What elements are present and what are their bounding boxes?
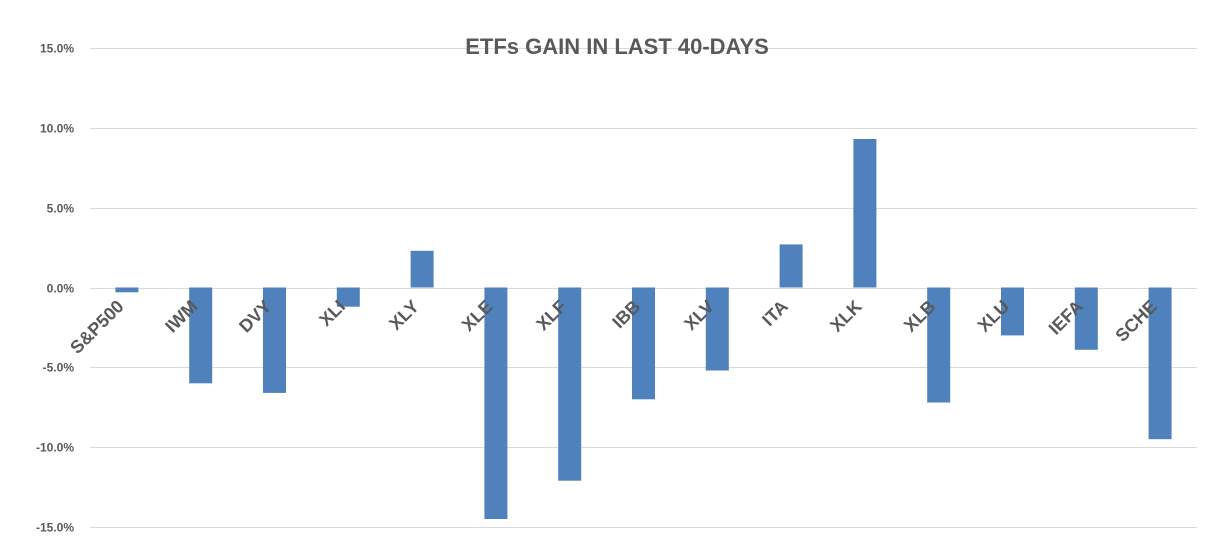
- bar-xlb: [927, 287, 951, 403]
- x-axis-category-labels: S&P500 IWM DVY XLI XLY XLE XLF IBB XLV ITA XLK XLB X…: [66, 296, 1161, 358]
- bar-xlv: [705, 287, 729, 371]
- bar-xly: [410, 250, 434, 288]
- x-tick-label: XLY: [385, 296, 423, 334]
- y-tick-label: -5.0%: [43, 361, 75, 375]
- y-tick-label: 10.0%: [40, 122, 74, 136]
- x-tick-label: XLK: [826, 296, 866, 336]
- bar-xlk: [853, 139, 877, 288]
- bar-sp500: [115, 287, 139, 293]
- y-tick-label: 0.0%: [47, 282, 75, 296]
- bar-iwm: [189, 287, 213, 384]
- bars: [115, 139, 1172, 519]
- bar-xle: [484, 287, 508, 519]
- bar-iefa: [1074, 287, 1098, 350]
- bar-dvy: [263, 287, 286, 393]
- y-tick-label: -15.0%: [36, 521, 74, 535]
- y-tick-label: 15.0%: [40, 42, 74, 56]
- bar-xli: [336, 287, 360, 307]
- x-tick-label: ITA: [758, 296, 792, 330]
- bar-ibb: [632, 287, 655, 400]
- bar-ita: [779, 244, 803, 288]
- bar-xlu: [1001, 287, 1024, 336]
- y-tick-label: 5.0%: [47, 202, 75, 216]
- bar-xlf: [558, 287, 582, 481]
- y-axis-tick-labels: 15.0% 10.0% 5.0% 0.0% -5.0% -10.0% -15.0%: [36, 42, 74, 535]
- y-tick-label: -10.0%: [36, 441, 74, 455]
- chart-title: ETFs GAIN IN LAST 40-DAYS: [465, 34, 769, 59]
- bar-sche: [1148, 287, 1172, 440]
- x-tick-label: S&P500: [66, 296, 128, 358]
